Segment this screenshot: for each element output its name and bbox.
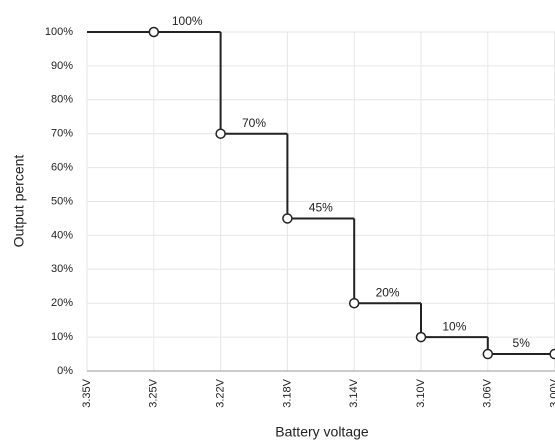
marker	[482, 348, 494, 360]
data-label: 45%	[309, 201, 333, 215]
y-tick-label: 40%	[51, 229, 73, 241]
y-axis-title: Output percent	[11, 155, 27, 248]
y-tick-label: 100%	[45, 26, 73, 38]
y-tick-label: 30%	[51, 263, 73, 275]
y-tick-label: 50%	[51, 195, 73, 207]
marker	[148, 26, 160, 38]
x-tick-label: 3.18V	[281, 378, 293, 407]
x-tick-label: 3.06V	[482, 378, 494, 407]
x-tick-label: 3.25V	[148, 378, 160, 407]
data-label: 20%	[376, 285, 400, 299]
marker	[282, 213, 293, 224]
x-tick-label: 3.35V	[81, 378, 93, 407]
y-tick-label: 90%	[51, 60, 73, 72]
marker	[215, 128, 226, 139]
y-tick-label: 70%	[51, 128, 73, 140]
y-tick-label: 20%	[51, 297, 73, 309]
data-label: 100%	[172, 14, 203, 28]
x-tick-label: 3.22V	[215, 378, 227, 407]
y-tick-label: 0%	[57, 365, 73, 377]
data-label: 5%	[513, 336, 531, 350]
data-label: 10%	[442, 319, 466, 333]
x-axis-title: Battery voltage	[275, 424, 369, 440]
data-label: 70%	[242, 116, 266, 130]
x-tick-label: 3.00V	[549, 378, 555, 407]
x-tick-label: 3.10V	[415, 378, 427, 407]
y-tick-label: 60%	[51, 162, 73, 174]
x-tick-label: 3.14V	[348, 378, 360, 407]
y-tick-label: 80%	[51, 94, 73, 106]
marker	[415, 331, 427, 343]
marker	[549, 348, 555, 360]
y-tick-label: 10%	[51, 331, 73, 343]
marker	[348, 297, 360, 309]
